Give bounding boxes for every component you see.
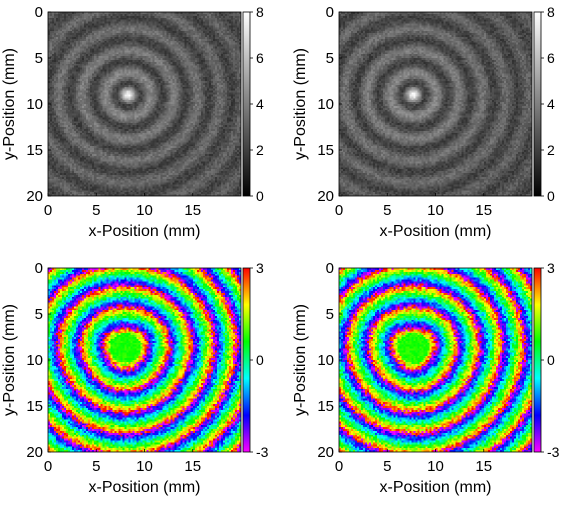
y-tick-label: 10	[26, 352, 43, 369]
x-tick-label: 5	[383, 458, 391, 475]
colorbar-tick-label: 2	[547, 142, 555, 158]
x-tick-label: 5	[92, 202, 100, 219]
colorbar-tick-label: 0	[256, 188, 264, 204]
y-tick-label: 0	[35, 4, 43, 21]
y-tick-label: 10	[26, 96, 43, 113]
x-tick-label: 15	[475, 458, 492, 475]
colorbar-tick-label: 8	[547, 4, 555, 20]
panel-4: 3 0 -3 0 5 10 15 0 5 10 15 20 x-Position (mm) y-Posit…	[292, 260, 560, 496]
x-tick-label: 0	[44, 202, 52, 219]
y-tick-label: 5	[35, 306, 43, 323]
colorbar-tick-label: 8	[256, 4, 264, 20]
x-tick-label: 15	[475, 202, 492, 219]
panel-3: 3 0 -3 0 5 10 15 0 5 10 15 20 x-Position (mm) y-Posit…	[1, 260, 269, 496]
x-tick-label: 10	[427, 202, 444, 219]
y-tick-label: 0	[35, 260, 43, 277]
colorbar-tick-label: 0	[547, 352, 555, 368]
colorbar-tick-label: 4	[256, 96, 264, 112]
y-tick-label: 20	[317, 188, 334, 205]
colorbar-tick-label: 6	[256, 50, 264, 66]
y-tick-label: 20	[317, 444, 334, 461]
x-tick-label: 0	[335, 202, 343, 219]
y-tick-label: 15	[317, 142, 334, 159]
y-axis-label: y-Position (mm)	[1, 48, 18, 160]
panel-1: 0 2 4 6 8 0 5 10 15 0 5 10 15 20 x-Position (mm) y-Posi…	[1, 4, 264, 240]
x-tick-label: 0	[335, 458, 343, 475]
y-tick-label: 5	[326, 50, 334, 67]
colorbar-tick-label: 0	[256, 352, 264, 368]
x-axis-label: x-Position (mm)	[88, 223, 200, 240]
y-tick-label: 15	[26, 398, 43, 415]
panel-2: 0 2 4 6 8 0 5 10 15 0 5 10 15 20 x-Position (mm) y-Posi…	[292, 4, 555, 240]
colorbar-tick-label: 3	[547, 260, 555, 276]
colorbar-tick-label: 4	[547, 96, 555, 112]
y-tick-label: 0	[326, 4, 334, 21]
heatmap-image-4	[339, 268, 532, 452]
y-tick-label: 20	[26, 188, 43, 205]
x-axis-label: x-Position (mm)	[88, 479, 200, 496]
x-tick-label: 15	[184, 202, 201, 219]
y-tick-label: 10	[317, 96, 334, 113]
colorbar-1	[242, 11, 251, 197]
x-tick-label: 0	[44, 458, 52, 475]
y-axis-label: y-Position (mm)	[292, 304, 309, 416]
x-tick-label: 10	[427, 458, 444, 475]
x-tick-label: 10	[136, 458, 153, 475]
colorbar-tick-label: -3	[547, 444, 560, 460]
colorbar-2	[533, 11, 542, 197]
x-axis-label: x-Position (mm)	[379, 223, 491, 240]
y-tick-label: 5	[35, 50, 43, 67]
colorbar-tick-label: -3	[256, 444, 269, 460]
x-tick-label: 15	[184, 458, 201, 475]
colorbar-4	[533, 267, 542, 453]
x-tick-label: 5	[383, 202, 391, 219]
y-axis-label: y-Position (mm)	[1, 304, 18, 416]
heatmap-image-3	[48, 268, 241, 452]
heatmap-image-1	[48, 12, 241, 196]
x-tick-label: 5	[92, 458, 100, 475]
y-tick-label: 15	[26, 142, 43, 159]
y-tick-label: 5	[326, 306, 334, 323]
x-axis-label: x-Position (mm)	[379, 479, 491, 496]
colorbar-tick-label: 3	[256, 260, 264, 276]
x-tick-label: 10	[136, 202, 153, 219]
y-axis-label: y-Position (mm)	[292, 48, 309, 160]
y-tick-label: 15	[317, 398, 334, 415]
colorbar-tick-label: 0	[547, 188, 555, 204]
y-tick-label: 10	[317, 352, 334, 369]
colorbar-tick-label: 6	[547, 50, 555, 66]
heatmap-image-2	[339, 12, 532, 196]
y-tick-label: 20	[26, 444, 43, 461]
colorbar-3	[242, 267, 251, 453]
y-tick-label: 0	[326, 260, 334, 277]
colorbar-tick-label: 2	[256, 142, 264, 158]
